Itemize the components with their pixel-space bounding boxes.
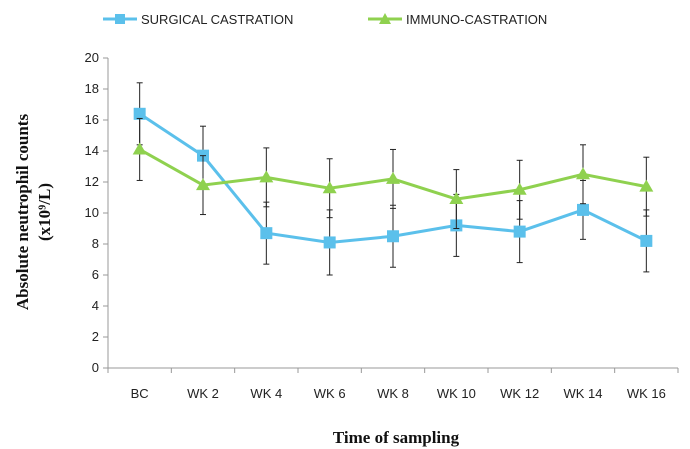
y-tick-label: 6 bbox=[92, 267, 99, 282]
y-axis-title-line2: (x10⁹/L) bbox=[35, 183, 54, 241]
legend-entry-surgical: SURGICAL CASTRATION bbox=[103, 12, 293, 27]
data-point-surgical bbox=[577, 203, 589, 216]
x-tick-label: WK 16 bbox=[627, 386, 666, 401]
x-axis-title: Time of sampling bbox=[333, 428, 460, 447]
y-tick-label: 16 bbox=[85, 112, 99, 127]
x-tick-label: WK 10 bbox=[437, 386, 476, 401]
legend-entry-immuno: IMMUNO-CASTRATION bbox=[368, 12, 547, 27]
x-tick-label: WK 4 bbox=[250, 386, 282, 401]
y-tick-label: 10 bbox=[85, 205, 99, 220]
x-tick-label: WK 8 bbox=[377, 386, 409, 401]
data-point-immuno bbox=[259, 170, 274, 183]
data-point-immuno bbox=[322, 181, 337, 194]
data-point-immuno bbox=[449, 192, 464, 205]
data-point-surgical bbox=[640, 234, 653, 247]
legend-label-immuno: IMMUNO-CASTRATION bbox=[406, 12, 547, 27]
x-tick-label: WK 2 bbox=[187, 386, 219, 401]
legend-label-surgical: SURGICAL CASTRATION bbox=[141, 12, 293, 27]
x-tick-label: WK 14 bbox=[563, 386, 602, 401]
data-point-surgical bbox=[513, 225, 526, 238]
y-tick-label: 20 bbox=[85, 50, 99, 65]
x-tick-label: WK 12 bbox=[500, 386, 539, 401]
data-point-immuno bbox=[576, 167, 590, 180]
plot-area bbox=[132, 82, 654, 276]
data-point-surgical bbox=[133, 107, 146, 120]
data-point-immuno bbox=[386, 171, 400, 184]
y-tick-label: 2 bbox=[92, 329, 99, 344]
data-point-surgical bbox=[387, 230, 399, 243]
y-tick-label: 12 bbox=[85, 174, 99, 189]
data-point-immuno bbox=[132, 142, 147, 155]
y-tick-label: 8 bbox=[92, 236, 99, 251]
y-tick-label: 14 bbox=[85, 143, 99, 158]
y-axis-title-line1: Absolute neutrophil counts bbox=[13, 114, 32, 311]
legend: SURGICAL CASTRATION IMMUNO-CASTRATION bbox=[103, 12, 547, 27]
y-tick-label: 4 bbox=[92, 298, 99, 313]
series-immuno bbox=[132, 117, 654, 229]
data-point-immuno bbox=[196, 178, 210, 191]
legend-marker-surgical bbox=[115, 14, 125, 24]
data-point-immuno bbox=[639, 179, 654, 192]
data-point-surgical bbox=[323, 236, 336, 249]
data-point-immuno bbox=[512, 182, 527, 195]
axes: 0 2 4 6 8 10 12 14 16 18 20 BC WK 2 WK 4 WK 6 WK 8 WK 10… bbox=[85, 50, 679, 401]
x-tick-label: BC bbox=[131, 386, 149, 401]
y-tick-label: 18 bbox=[85, 81, 99, 96]
y-tick-label: 0 bbox=[92, 360, 99, 375]
data-point-surgical bbox=[260, 227, 273, 240]
legend-marker-immuno bbox=[379, 13, 391, 24]
x-tick-label: WK 6 bbox=[314, 386, 346, 401]
